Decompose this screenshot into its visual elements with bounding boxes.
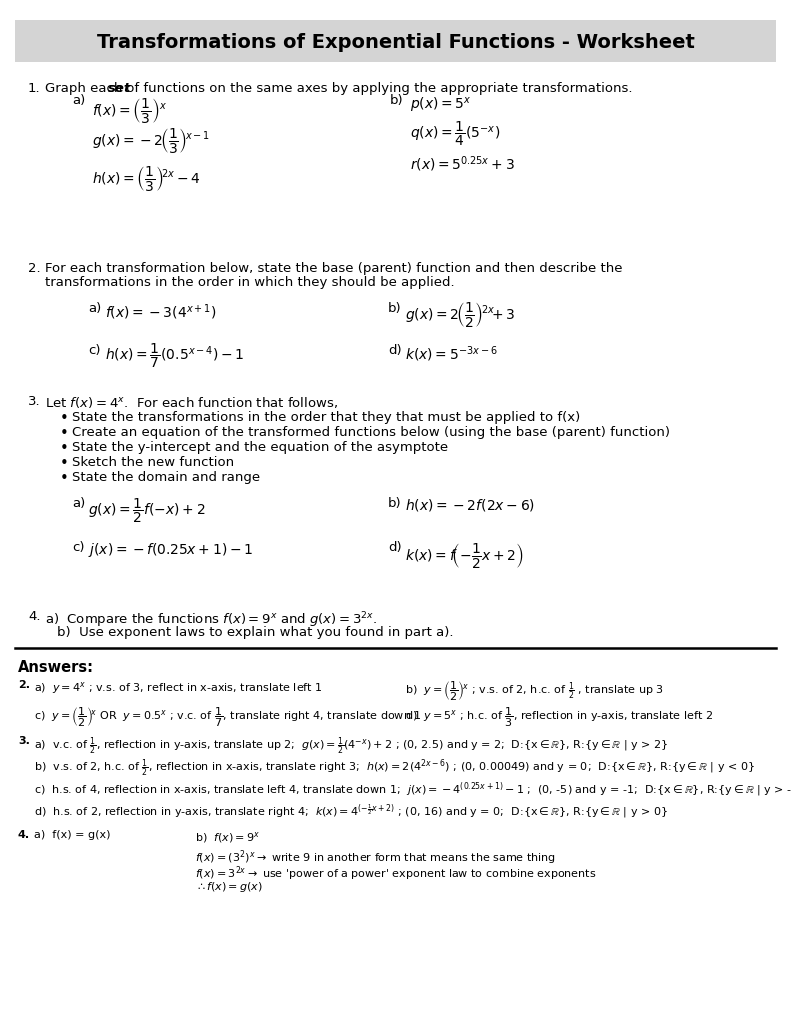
Text: 4.: 4. [18,830,30,840]
Text: State the domain and range: State the domain and range [72,471,260,484]
Text: b)  Use exponent laws to explain what you found in part a).: b) Use exponent laws to explain what you… [57,626,453,639]
Text: a): a) [72,94,85,106]
Text: b)  $f(x) = 9^x$: b) $f(x) = 9^x$ [195,830,260,845]
Text: transformations in the order in which they should be applied.: transformations in the order in which th… [45,276,455,289]
Text: a)  Compare the functions $f(x) = 9^x$ and $g(x) = 3^{2x}$.: a) Compare the functions $f(x) = 9^x$ an… [45,610,377,630]
Text: •: • [60,441,69,456]
Text: $k(x) = 5^{-3x-6}$: $k(x) = 5^{-3x-6}$ [405,344,498,364]
Text: $k(x) = f\!\left(-\dfrac{1}{2}x + 2\right)$: $k(x) = f\!\left(-\dfrac{1}{2}x + 2\righ… [405,541,524,570]
Text: 1.: 1. [28,82,40,95]
Text: $\therefore f(x) = g(x)$: $\therefore f(x) = g(x)$ [195,880,263,894]
Text: $r(x) = 5^{0.25x} + 3$: $r(x) = 5^{0.25x} + 3$ [410,154,515,174]
Text: a): a) [72,497,85,510]
Text: Let $f(x) = 4^x$.  For each function that follows,: Let $f(x) = 4^x$. For each function that… [45,395,338,410]
Text: c)  $y = \left(\dfrac{1}{2}\right)^{\!x}$ OR  $y = 0.5^x$ ; v.c. of $\dfrac{1}{7: c) $y = \left(\dfrac{1}{2}\right)^{\!x}$… [34,706,422,729]
Text: $h(x) = -2f(2x - 6)$: $h(x) = -2f(2x - 6)$ [405,497,535,513]
Text: •: • [60,456,69,471]
Text: a): a) [88,302,101,315]
Bar [15,20,776,62]
Text: d)  $y = 5^x$ ; h.c. of $\dfrac{1}{3}$, reflection in y-axis, translate left 2: d) $y = 5^x$ ; h.c. of $\dfrac{1}{3}$, r… [405,706,713,729]
Text: b): b) [390,94,403,106]
Text: $f(x) = -3(4^{x+1})$: $f(x) = -3(4^{x+1})$ [105,302,217,322]
Text: Create an equation of the transformed functions below (using the base (parent) f: Create an equation of the transformed fu… [72,426,670,439]
Text: $p(x) = 5^x$: $p(x) = 5^x$ [410,96,471,115]
Text: •: • [60,411,69,426]
Text: For each transformation below, state the base (parent) function and then describ: For each transformation below, state the… [45,262,623,275]
Text: a)  v.c. of $\frac{1}{2}$, reflection in y-axis, translate up 2;  $g(x) = \frac{: a) v.c. of $\frac{1}{2}$, reflection in … [34,736,668,758]
Text: Transformations of Exponential Functions - Worksheet: Transformations of Exponential Functions… [97,34,694,52]
Text: 4.: 4. [28,610,40,623]
Text: 3.: 3. [28,395,40,408]
Text: $g(x) = \dfrac{1}{2}f(-x) + 2$: $g(x) = \dfrac{1}{2}f(-x) + 2$ [88,497,206,525]
Text: b): b) [388,302,402,315]
Text: $g(x) = 2\!\left(\dfrac{1}{2}\right)^{\!2x}\!\! + 3$: $g(x) = 2\!\left(\dfrac{1}{2}\right)^{\!… [405,300,516,329]
Text: $j(x) = -f(0.25x + 1) - 1$: $j(x) = -f(0.25x + 1) - 1$ [88,541,253,559]
Text: b): b) [388,497,402,510]
Text: State the y-intercept and the equation of the asymptote: State the y-intercept and the equation o… [72,441,448,454]
Text: Answers:: Answers: [18,660,94,675]
Text: set: set [108,82,131,95]
Text: $f(x) = 3^{2x} \rightarrow$ use 'power of a power' exponent law to combine expon: $f(x) = 3^{2x} \rightarrow$ use 'power o… [195,864,596,883]
Text: State the transformations in the order that they that must be applied to f(x): State the transformations in the order t… [72,411,581,424]
Text: d)  h.s. of 2, reflection in y-axis, translate right 4;  $k(x) = 4^{(-\frac{1}{2: d) h.s. of 2, reflection in y-axis, tran… [34,802,668,819]
Text: c)  h.s. of 4, reflection in x-axis, translate left 4, translate down 1;  $j(x) : c) h.s. of 4, reflection in x-axis, tran… [34,780,791,799]
Text: b)  $y = \left(\dfrac{1}{2}\right)^{\!x}$ ; v.s. of 2, h.c. of $\frac{1}{2}$ , t: b) $y = \left(\dfrac{1}{2}\right)^{\!x}$… [405,680,664,703]
Text: Sketch the new function: Sketch the new function [72,456,234,469]
Text: $g(x) = -2\!\left(\dfrac{1}{3}\right)^{\!x-1}$: $g(x) = -2\!\left(\dfrac{1}{3}\right)^{\… [92,126,210,155]
Text: •: • [60,471,69,486]
Text: $h(x) = \left(\dfrac{1}{3}\right)^{\!2x} - 4$: $h(x) = \left(\dfrac{1}{3}\right)^{\!2x}… [92,164,201,193]
Text: c): c) [88,344,100,357]
Text: a)  $y = 4^x$ ; v.s. of 3, reflect in x-axis, translate left 1: a) $y = 4^x$ ; v.s. of 3, reflect in x-a… [34,680,323,696]
Text: 3.: 3. [18,736,30,746]
Text: $h(x) = \dfrac{1}{7}(0.5^{x-4}) - 1$: $h(x) = \dfrac{1}{7}(0.5^{x-4}) - 1$ [105,342,244,371]
Text: $f(x) = (3^2)^x \rightarrow$ write 9 in another form that means the same thing: $f(x) = (3^2)^x \rightarrow$ write 9 in … [195,848,556,866]
Text: d): d) [388,541,402,554]
Text: b)  v.s. of 2, h.c. of $\frac{1}{2}$, reflection in x-axis, translate right 3;  : b) v.s. of 2, h.c. of $\frac{1}{2}$, ref… [34,758,755,779]
Text: c): c) [72,541,85,554]
Text: 2.: 2. [18,680,30,690]
Text: a)  f(x) = g(x): a) f(x) = g(x) [34,830,111,840]
Text: d): d) [388,344,402,357]
Text: Graph each: Graph each [45,82,127,95]
Text: $q(x) = \dfrac{1}{4}(5^{-x})$: $q(x) = \dfrac{1}{4}(5^{-x})$ [410,120,500,148]
Text: $f(x) = \left(\dfrac{1}{3}\right)^x$: $f(x) = \left(\dfrac{1}{3}\right)^x$ [92,96,167,125]
Text: of functions on the same axes by applying the appropriate transformations.: of functions on the same axes by applyin… [122,82,633,95]
Text: 2.: 2. [28,262,40,275]
Text: •: • [60,426,69,441]
